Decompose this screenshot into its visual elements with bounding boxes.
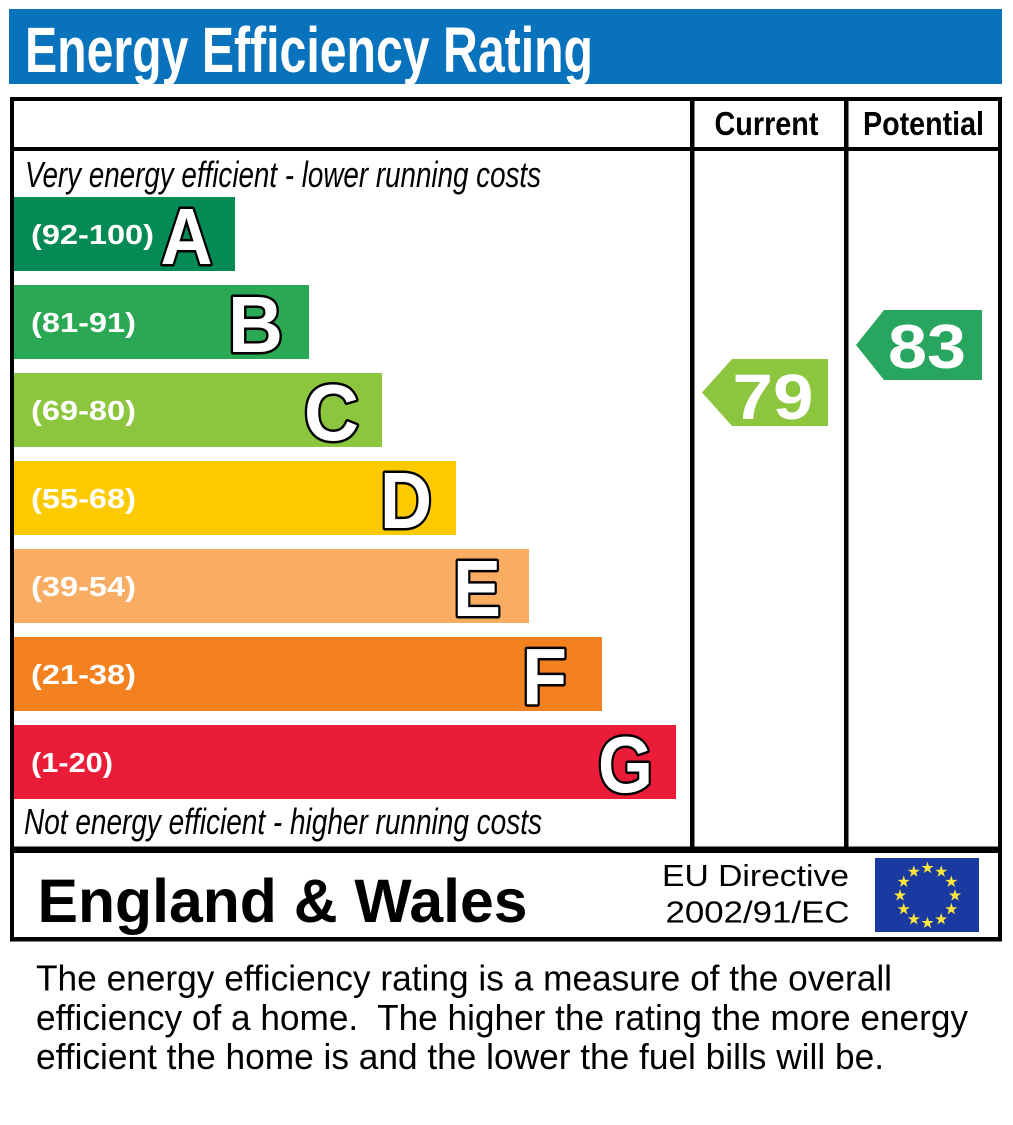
svg-text:England & Wales: England & Wales: [38, 867, 528, 935]
svg-text:efficiency of a home. The hig: efficiency of a home. The higher the rat…: [36, 997, 968, 1038]
svg-text:83: 83: [888, 313, 966, 382]
svg-text:79: 79: [733, 361, 814, 433]
svg-text:Current: Current: [715, 105, 819, 142]
svg-text:(39-54): (39-54): [31, 571, 136, 602]
svg-text:(69-80): (69-80): [31, 395, 136, 426]
svg-text:2002/91/EC: 2002/91/EC: [666, 895, 850, 930]
svg-text:Potential: Potential: [863, 105, 984, 142]
svg-text:(55-68): (55-68): [31, 483, 136, 514]
svg-text:E: E: [453, 544, 501, 633]
svg-text:EU Directive: EU Directive: [662, 858, 849, 893]
svg-text:A: A: [161, 192, 213, 281]
svg-text:B: B: [228, 280, 283, 369]
svg-text:F: F: [522, 632, 567, 721]
svg-text:C: C: [304, 368, 359, 457]
svg-text:Very energy efficient - lower: Very energy efficient - lower running co…: [25, 154, 541, 195]
svg-text:G: G: [598, 720, 653, 809]
svg-text:The energy efficiency rating i: The energy efficiency rating is a measur…: [36, 958, 892, 999]
svg-text:(21-38): (21-38): [31, 659, 136, 690]
svg-text:(1-20): (1-20): [31, 747, 113, 778]
svg-text:efficient the home is and the: efficient the home is and the lower the …: [36, 1036, 884, 1077]
svg-text:D: D: [380, 456, 432, 545]
svg-text:Energy Efficiency Rating: Energy Efficiency Rating: [25, 14, 593, 86]
svg-text:Not energy efficient - higher: Not energy efficient - higher running co…: [24, 801, 542, 842]
svg-text:(81-91): (81-91): [31, 307, 136, 338]
svg-text:(92-100): (92-100): [31, 219, 154, 250]
